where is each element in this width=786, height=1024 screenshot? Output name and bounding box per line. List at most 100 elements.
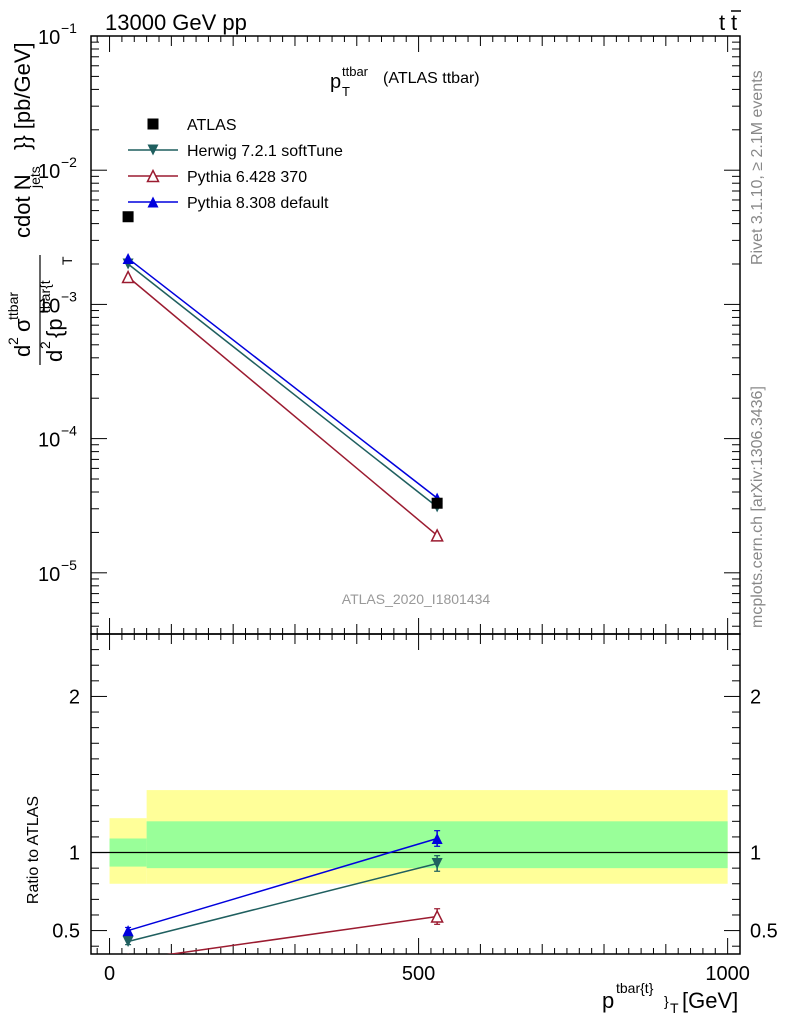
tick-exponent: −5 xyxy=(61,557,77,573)
ratio-y-tick-label-right: 0.5 xyxy=(750,921,778,943)
mcplots-label: mcplots.cern.ch [arXiv:1306.3436] xyxy=(749,386,766,628)
tick-base: 10 xyxy=(38,161,60,183)
ratio-y-axis-label: Ratio to ATLAS xyxy=(25,796,42,904)
legend-label: Pythia 6.428 370 xyxy=(187,169,307,186)
ylabel-sigma: σ xyxy=(10,318,35,332)
xlabel-unit: [GeV] xyxy=(682,988,738,1013)
ratio-point-pythia6 xyxy=(430,909,444,923)
legend-item-herwig: Herwig 7.2.1 softTune xyxy=(128,143,343,160)
x-tick-label: 0 xyxy=(104,963,115,985)
ylabel-den-psup: tbar{t xyxy=(37,280,53,313)
series-atlas xyxy=(122,211,443,509)
legend-marker-herwig xyxy=(147,144,159,156)
ylabel-den-d: d xyxy=(42,350,67,362)
ratio-line-pythia8 xyxy=(127,837,438,932)
legend-item-pythia6: Pythia 6.428 370 xyxy=(128,168,307,186)
legend-marker-pythia8 xyxy=(147,196,159,208)
main-y-tick-label: 10 −4 xyxy=(38,423,77,452)
main-y-tick-label: 10 −2 xyxy=(38,154,77,183)
ratio-x-ticks xyxy=(96,634,741,954)
ratio-point-pythia8 xyxy=(431,832,443,844)
plot-title-sub: T xyxy=(342,84,350,99)
ratio-y-tick-label-right: 2 xyxy=(750,686,761,708)
tick-exponent: −1 xyxy=(61,20,77,36)
ylabel-den-p: {p xyxy=(42,318,67,338)
header-left: 13000 GeV pp xyxy=(105,10,247,35)
tick-base: 10 xyxy=(38,430,60,452)
data-point-pythia8 xyxy=(122,252,134,264)
ratio-series xyxy=(122,830,444,954)
main-y-axis-label: d 2 σ ttbar cdot N jets }} [pb/GeV] d 2 … xyxy=(5,42,75,365)
ratio-series-pythia8 xyxy=(122,830,443,937)
plot-title-sup: ttbar xyxy=(342,64,369,79)
legend-marker-atlas xyxy=(147,118,159,130)
legend: ATLAS Herwig 7.2.1 softTune Pythia 6.428 3… xyxy=(128,117,343,212)
tick-exponent: −3 xyxy=(61,288,77,304)
main-y-tick-label: 10 −5 xyxy=(38,557,77,586)
ratio-point-pythia6 xyxy=(127,953,129,954)
ratio-point-pythia8 xyxy=(122,925,134,937)
ylabel-rest: cdot N xyxy=(10,174,35,238)
header-process: t t xyxy=(719,10,741,35)
ylabel-dsup: 2 xyxy=(5,337,21,345)
data-point-atlas xyxy=(431,497,443,509)
ylabel-d: d xyxy=(10,345,35,357)
series-line-herwig xyxy=(127,263,438,508)
series-pythia6 xyxy=(121,269,444,542)
legend-marker-pythia6 xyxy=(146,168,160,183)
analysis-id: ATLAS_2020_I1801434 xyxy=(342,591,491,607)
legend-item-pythia8: Pythia 8.308 default xyxy=(128,195,329,212)
x-axis-label: p tbar{t} } T [GeV] xyxy=(602,980,738,1016)
ratio-y-tick-label: 2 xyxy=(69,686,80,708)
tick-base: 10 xyxy=(38,564,60,586)
series-line-pythia6 xyxy=(127,276,438,536)
header-process-tbar: t xyxy=(731,10,737,35)
main-y-tick-label: 10 −3 xyxy=(38,288,77,317)
data-point-atlas xyxy=(122,211,134,223)
legend-item-atlas: ATLAS xyxy=(147,117,237,134)
ylabel-sigmasup: ttbar xyxy=(5,292,21,320)
ylabel-jets: jets xyxy=(27,166,43,189)
tick-exponent: −4 xyxy=(61,423,77,439)
xlabel-subT: T xyxy=(670,1000,679,1016)
ratio-y-tick-labels: 0.5 0.5 1 1 2 2 xyxy=(52,686,778,942)
ratio-line-pythia6 xyxy=(166,915,438,954)
ratio-y-tick-label-right: 1 xyxy=(750,843,761,865)
ylabel-close: }} [pb/GeV] xyxy=(10,42,35,150)
ratio-line-herwig xyxy=(127,862,438,943)
main-y-tick-labels: 10−510−410−310−210−1 xyxy=(38,20,77,586)
ylabel-den-sub: T xyxy=(59,256,75,265)
data-point-pythia6 xyxy=(430,528,444,542)
ratio-panel-frame xyxy=(90,633,741,955)
tick-base: 10 xyxy=(38,27,60,49)
plot-title: p ttbar T (ATLAS ttbar) xyxy=(330,64,480,99)
xlabel-p: p xyxy=(602,988,614,1013)
main-y-tick-label: 10 −1 xyxy=(38,20,77,49)
x-tick-label: 1000 xyxy=(705,963,750,985)
ratio-uncertainty-bands xyxy=(109,790,728,884)
legend-label: Pythia 8.308 default xyxy=(187,195,329,212)
ratio-y-ticks xyxy=(91,633,740,947)
ratio-point-herwig xyxy=(122,936,134,948)
main-x-ticks xyxy=(96,36,741,634)
xlabel-sub: } xyxy=(664,993,669,1009)
tick-base: 10 xyxy=(38,295,60,317)
header-process-t: t xyxy=(719,10,725,35)
main-y-ticks xyxy=(91,35,740,627)
ratio-y-tick-label: 1 xyxy=(69,843,80,865)
ylabel-den-dsup: 2 xyxy=(37,341,53,349)
data-point-pythia6 xyxy=(121,269,135,284)
legend-label: ATLAS xyxy=(187,117,237,134)
xlabel-sup: tbar{t} xyxy=(616,980,654,996)
ratio-point-herwig xyxy=(431,857,443,869)
rivet-label: Rivet 3.1.10, ≥ 2.1M events xyxy=(749,70,766,265)
x-tick-label: 500 xyxy=(402,963,435,985)
ratio-series-pythia6 xyxy=(127,908,444,954)
series-line-pythia8 xyxy=(127,257,438,499)
ratio-series-herwig xyxy=(122,855,443,948)
ratio-y-tick-label: 0.5 xyxy=(52,921,80,943)
series-herwig xyxy=(122,258,443,513)
x-tick-labels: 0 500 1000 xyxy=(104,963,750,985)
series-pythia8 xyxy=(122,252,443,504)
